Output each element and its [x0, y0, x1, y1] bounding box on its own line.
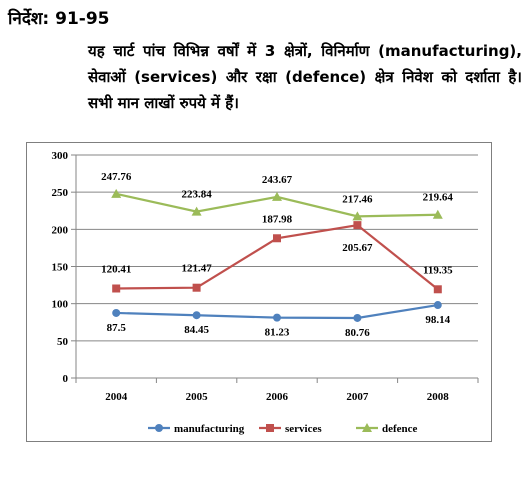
chart-description: यह चार्ट पांच विभिन्न वर्षों में 3 क्षेत…: [88, 42, 522, 112]
x-tick-label-2008: 2008: [427, 391, 450, 403]
y-tick-label-150: 150: [52, 262, 69, 274]
label-manufacturing-2005: 84.45: [184, 324, 209, 336]
label-defence-2004: 247.76: [101, 171, 132, 183]
chart-frame: [26, 142, 492, 442]
data-markers: [111, 188, 443, 322]
legend-label-defence: defence: [382, 423, 418, 435]
y-tick-label-100: 100: [52, 299, 69, 311]
x-tick-label-2005: 2005: [186, 391, 209, 403]
legend-label-manufacturing: manufacturing: [174, 423, 245, 435]
point-services-2008: [433, 285, 442, 294]
point-defence-2006: [272, 191, 282, 201]
legend: manufacturing services defence: [148, 423, 418, 435]
point-services-2007: [353, 221, 362, 230]
x-tick-label-2007: 2007: [346, 391, 369, 403]
label-manufacturing-2004: 87.5: [107, 322, 127, 334]
legend-marker-manufacturing: [155, 424, 163, 432]
axes: 0 50 100 150 200 250 300 2004 2005 2006 2007 2008: [52, 150, 479, 403]
x-tick-label-2006: 2006: [266, 391, 289, 403]
y-tick-label-0: 0: [63, 373, 69, 385]
label-manufacturing-2006: 81.23: [265, 327, 290, 339]
label-services-2005: 121.47: [181, 263, 212, 275]
point-manufacturing-2005: [192, 311, 201, 320]
point-services-2006: [273, 234, 281, 243]
label-services-2006: 187.98: [262, 213, 293, 225]
legend-label-services: services: [285, 423, 322, 435]
data-labels: 87.5 84.45 81.23 80.76 98.14 120.41 121.47 187.…: [101, 171, 453, 339]
point-services-2004: [112, 284, 121, 293]
y-tick-label-250: 250: [52, 187, 69, 199]
point-services-2005: [192, 283, 201, 292]
label-services-2004: 120.41: [101, 263, 131, 275]
point-manufacturing-2004: [112, 308, 121, 317]
y-tick-label-300: 300: [52, 150, 69, 162]
label-defence-2007: 217.46: [342, 193, 373, 205]
label-defence-2005: 223.84: [181, 189, 212, 201]
point-defence-2005: [191, 206, 202, 216]
legend-marker-defence: [362, 423, 372, 432]
directions-heading: निर्देश: 91-95: [8, 9, 110, 29]
point-defence-2007: [352, 211, 363, 221]
point-manufacturing-2007: [353, 313, 362, 322]
point-manufacturing-2008: [433, 301, 442, 310]
label-services-2007: 205.67: [342, 242, 373, 254]
legend-marker-services: [266, 424, 274, 432]
x-tick-label-2004: 2004: [105, 391, 128, 403]
label-defence-2008: 219.64: [423, 192, 454, 204]
point-defence-2004: [111, 188, 122, 198]
label-manufacturing-2008: 98.14: [425, 314, 450, 326]
label-defence-2006: 243.67: [262, 174, 293, 186]
point-manufacturing-2006: [273, 313, 281, 322]
y-tick-label-50: 50: [57, 336, 69, 348]
label-manufacturing-2007: 80.76: [345, 327, 370, 339]
label-services-2008: 119.35: [423, 264, 453, 276]
y-tick-label-200: 200: [52, 224, 69, 236]
point-defence-2008: [432, 209, 443, 219]
